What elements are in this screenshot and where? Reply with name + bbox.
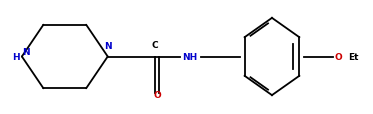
Text: O: O	[335, 53, 342, 61]
Text: NH: NH	[183, 53, 198, 61]
Text: N: N	[23, 48, 30, 57]
Text: C: C	[151, 40, 158, 49]
Text: Et: Et	[348, 53, 359, 61]
Text: N: N	[104, 41, 112, 50]
Text: H: H	[12, 53, 20, 61]
Text: O: O	[153, 90, 161, 99]
